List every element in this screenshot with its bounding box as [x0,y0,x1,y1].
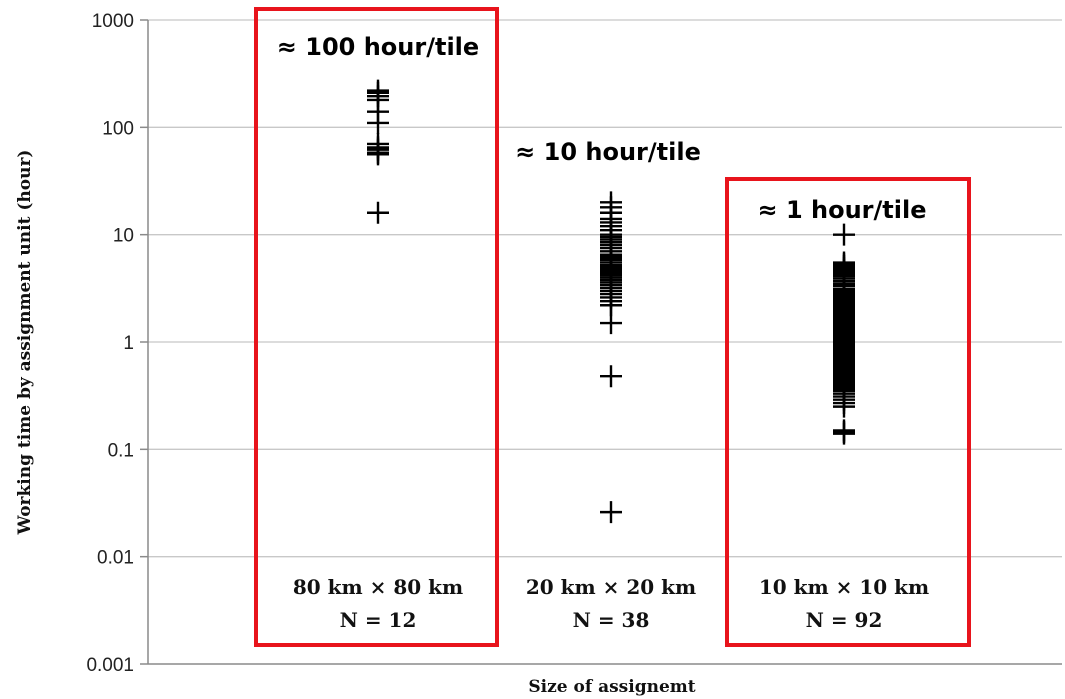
group-size-label: 20 km × 20 km [526,575,696,599]
x-axis-title: Size of assignemt [528,677,695,697]
data-point [367,111,389,134]
y-tick-label: 100 [102,118,134,139]
data-point [600,501,622,524]
data-point [600,365,622,388]
data-point [367,201,389,224]
data-point [367,143,389,166]
group-size-label: 80 km × 80 km [293,575,463,599]
group-n-label: N = 38 [573,608,650,632]
y-tick-label: 0.1 [108,440,134,461]
axis-layer: 1000 100 10 1 0.1 0.01 0.001 [86,11,1062,676]
label-layer: ≈ 100 hour/tile 80 km × 80 km N = 12 ≈ 10 h… [277,33,929,632]
y-tick-label: 1000 [92,11,134,32]
group-n-label: N = 92 [806,608,883,632]
highlight-boxes [254,7,971,647]
group-n-label: N = 12 [340,608,417,632]
marks-layer [367,79,855,524]
group-size-label: 10 km × 10 km [759,575,929,599]
y-tick-label: 0.001 [86,655,134,676]
data-point [600,312,622,335]
data-point [833,395,855,418]
data-point [833,223,855,246]
rate-annotation: ≈ 1 hour/tile [758,196,927,224]
data-point [833,422,855,445]
highlight-box [725,177,971,647]
y-axis-title: Working time by assignment unit (hour) [15,150,35,536]
y-tick-label: 10 [113,226,134,247]
y-tick-label: 0.01 [97,548,134,569]
rate-annotation: ≈ 10 hour/tile [515,138,701,166]
highlight-box [254,7,499,647]
y-tick-label: 1 [123,333,134,354]
rate-annotation: ≈ 100 hour/tile [277,33,479,61]
